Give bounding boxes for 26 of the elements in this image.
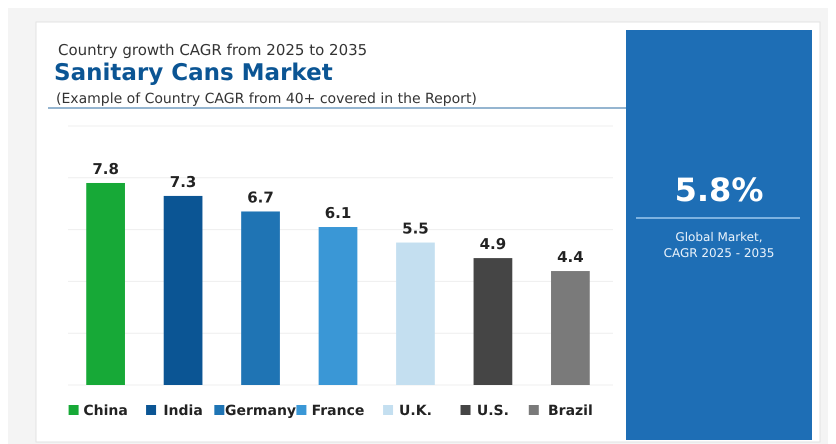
data-label: 4.4 <box>557 248 584 266</box>
x-tick-label: China <box>83 403 128 419</box>
x-tick-label: Brazil <box>548 403 593 419</box>
chart-subtitle: Country growth CAGR from 2025 to 2035 <box>58 41 368 59</box>
data-label: 6.1 <box>324 204 352 222</box>
chart-title: Sanitary Cans Market <box>54 60 333 86</box>
data-label: 6.7 <box>247 188 274 206</box>
x-tick-label: India <box>163 403 203 419</box>
bar <box>86 182 125 385</box>
data-label: 5.5 <box>402 220 429 238</box>
text: 5.8% <box>674 171 764 209</box>
bar <box>318 227 358 385</box>
bar <box>164 196 202 385</box>
bar <box>474 258 512 385</box>
text: (Example of Country CAGR from 40+ covered in the Report) <box>56 91 477 107</box>
bar <box>396 242 435 385</box>
x-tick-label: U.S. <box>476 403 509 419</box>
x-tick-label: France <box>312 403 364 419</box>
x-tick-label: Germany <box>225 403 296 419</box>
text: Global Market, CAGR 2025 - 2035 <box>664 230 774 260</box>
data-label: 4.9 <box>480 235 506 254</box>
x-tick-label: U.K. <box>399 403 432 419</box>
data-label: 7.3 <box>170 172 196 191</box>
data-label: 7.8 <box>92 160 119 178</box>
bar <box>551 271 590 385</box>
bar <box>241 211 280 385</box>
